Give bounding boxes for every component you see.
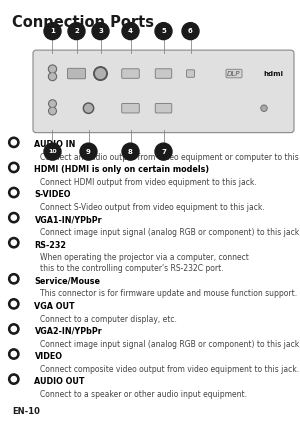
Text: 1: 1 (50, 28, 55, 34)
Circle shape (11, 351, 16, 357)
Text: VIDEO: VIDEO (34, 352, 62, 361)
Circle shape (94, 67, 107, 80)
Circle shape (155, 143, 172, 160)
Circle shape (11, 326, 16, 332)
Circle shape (96, 69, 105, 79)
Text: hdmi: hdmi (263, 71, 283, 76)
Text: VGA OUT: VGA OUT (34, 302, 75, 311)
Text: 5: 5 (161, 28, 166, 34)
Circle shape (9, 374, 19, 384)
FancyBboxPatch shape (122, 103, 139, 113)
Text: Connect image input signal (analog RGB or component) to this jack.: Connect image input signal (analog RGB o… (40, 340, 300, 348)
Text: HDMI (HDMI is only on certain models): HDMI (HDMI is only on certain models) (34, 165, 210, 174)
Text: Connect to a computer display, etc.: Connect to a computer display, etc. (40, 314, 176, 323)
Circle shape (50, 74, 56, 79)
Circle shape (11, 165, 16, 170)
Text: 8: 8 (128, 149, 133, 155)
Text: Connect S-Video output from video equipment to this jack.: Connect S-Video output from video equipm… (40, 203, 264, 212)
Text: Service/Mouse: Service/Mouse (34, 277, 101, 286)
Text: Connect HDMI output from video equipment to this jack.: Connect HDMI output from video equipment… (40, 178, 256, 187)
Circle shape (9, 212, 19, 223)
Text: When operating the projector via a computer, connect: When operating the projector via a compu… (40, 253, 248, 262)
Circle shape (11, 240, 16, 245)
Circle shape (9, 137, 19, 147)
Circle shape (182, 23, 199, 40)
FancyBboxPatch shape (155, 69, 172, 78)
Text: S-VIDEO: S-VIDEO (34, 190, 71, 199)
FancyBboxPatch shape (68, 68, 85, 79)
Circle shape (261, 105, 267, 111)
Text: 3: 3 (98, 28, 103, 34)
Circle shape (9, 238, 19, 248)
Circle shape (11, 276, 16, 281)
Text: 7: 7 (161, 149, 166, 155)
Text: RS-232: RS-232 (34, 241, 67, 249)
Circle shape (155, 23, 172, 40)
Circle shape (9, 349, 19, 359)
FancyBboxPatch shape (187, 70, 194, 77)
Circle shape (11, 377, 16, 382)
Text: VGA2-IN/YPbPr: VGA2-IN/YPbPr (34, 327, 102, 336)
Circle shape (9, 187, 19, 198)
Circle shape (50, 101, 55, 106)
Text: 4: 4 (128, 28, 133, 34)
Text: Connect an audio output from video equipment or computer to this jack.: Connect an audio output from video equip… (40, 153, 300, 162)
Circle shape (50, 108, 55, 114)
FancyBboxPatch shape (33, 50, 294, 133)
Text: VGA1-IN/YPbPr: VGA1-IN/YPbPr (34, 215, 102, 224)
Circle shape (68, 23, 85, 40)
Circle shape (11, 215, 16, 220)
Circle shape (44, 143, 61, 160)
Circle shape (49, 73, 56, 81)
Text: DLP: DLP (227, 71, 241, 76)
Circle shape (9, 299, 19, 309)
Text: Connect to a speaker or other audio input equipment.: Connect to a speaker or other audio inpu… (40, 390, 247, 399)
FancyBboxPatch shape (122, 69, 139, 78)
FancyBboxPatch shape (155, 103, 172, 113)
Text: AUDIO IN: AUDIO IN (34, 140, 76, 149)
Text: 10: 10 (48, 149, 57, 154)
Circle shape (9, 162, 19, 173)
Text: 9: 9 (86, 149, 91, 155)
Circle shape (85, 105, 92, 112)
Text: Connect composite video output from video equipment to this jack.: Connect composite video output from vide… (40, 365, 299, 374)
Circle shape (9, 324, 19, 334)
Text: this to the controlling computer's RS-232C port.: this to the controlling computer's RS-23… (40, 264, 223, 273)
Circle shape (11, 190, 16, 195)
Circle shape (92, 23, 109, 40)
Circle shape (49, 65, 56, 73)
Circle shape (122, 143, 139, 160)
Circle shape (44, 23, 61, 40)
Text: Connection Ports: Connection Ports (12, 15, 154, 30)
Circle shape (49, 100, 56, 108)
Text: 6: 6 (188, 28, 193, 34)
Circle shape (122, 23, 139, 40)
Text: This connector is for firmware update and mouse function support.: This connector is for firmware update an… (40, 289, 297, 298)
Circle shape (83, 103, 94, 113)
Circle shape (262, 106, 266, 110)
Circle shape (80, 143, 97, 160)
Text: AUDIO OUT: AUDIO OUT (34, 377, 85, 386)
Circle shape (9, 274, 19, 284)
Circle shape (50, 66, 56, 72)
Text: EN-10: EN-10 (12, 407, 40, 416)
Circle shape (11, 301, 16, 306)
Circle shape (49, 107, 56, 115)
Text: Connect image input signal (analog RGB or component) to this jack.: Connect image input signal (analog RGB o… (40, 228, 300, 237)
Circle shape (11, 140, 16, 145)
Text: 2: 2 (74, 28, 79, 34)
